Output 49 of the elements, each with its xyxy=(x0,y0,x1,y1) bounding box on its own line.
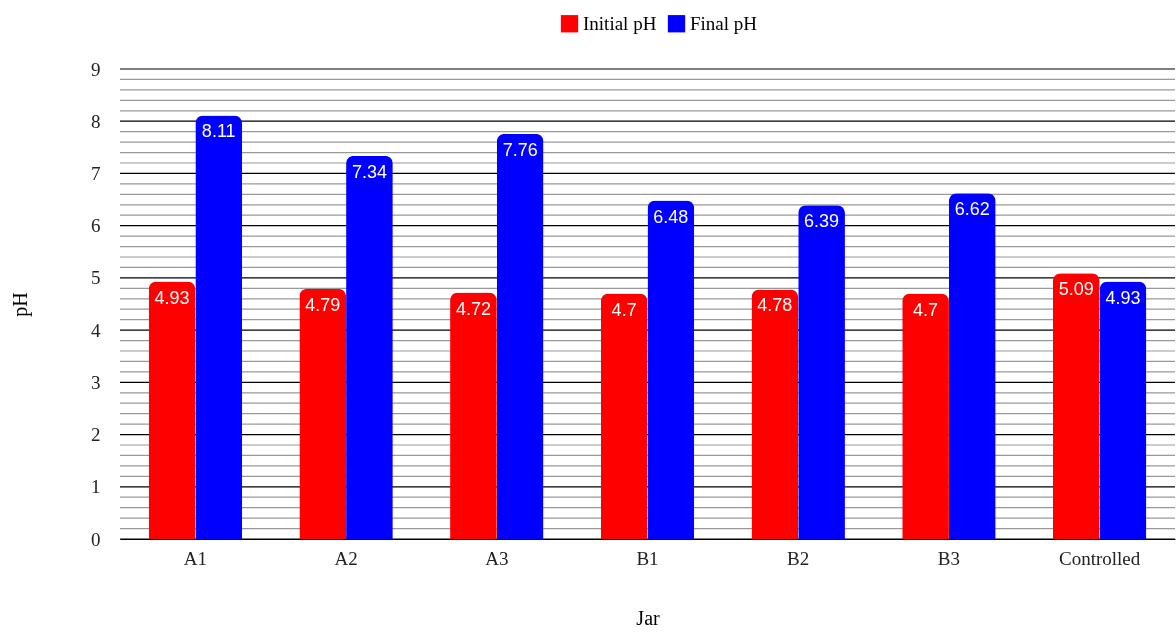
y-tick-label: 2 xyxy=(91,424,101,446)
bar xyxy=(948,193,996,539)
x-tick-label: B1 xyxy=(636,547,659,569)
bar xyxy=(1052,273,1100,539)
x-tick-label: B2 xyxy=(787,547,810,569)
data-label: 4.7 xyxy=(913,299,939,320)
bar xyxy=(299,288,347,539)
y-tick-label: 7 xyxy=(91,162,101,184)
data-label: 4.93 xyxy=(154,287,190,308)
data-label: 7.34 xyxy=(351,161,387,182)
data-label: 4.78 xyxy=(757,295,793,316)
data-label: 8.11 xyxy=(201,121,236,142)
x-tick-label: Controlled xyxy=(1059,547,1141,569)
y-tick-label: 1 xyxy=(91,476,101,498)
bar xyxy=(346,155,393,539)
y-tick-label: 6 xyxy=(91,215,101,237)
data-label: 5.09 xyxy=(1058,279,1094,300)
x-tick-label: B3 xyxy=(937,547,961,569)
data-label: 6.62 xyxy=(954,199,990,220)
bar xyxy=(902,293,949,539)
data-label: 6.39 xyxy=(804,211,840,232)
data-label: 4.72 xyxy=(455,298,491,319)
y-tick-label: 3 xyxy=(91,371,101,393)
bar xyxy=(496,133,544,539)
x-tick-label: A1 xyxy=(183,547,207,569)
y-tick-label: 9 xyxy=(91,58,101,80)
bar xyxy=(798,205,845,539)
bar xyxy=(1099,281,1147,539)
data-label: 6.48 xyxy=(653,206,689,227)
x-tick-label: A3 xyxy=(485,547,509,569)
data-label: 4.93 xyxy=(1105,287,1141,308)
data-label: 4.7 xyxy=(611,299,637,320)
data-label: 7.76 xyxy=(502,139,538,160)
y-axis-title: pH xyxy=(9,292,32,317)
bar xyxy=(647,200,695,539)
bar xyxy=(450,292,497,539)
bar xyxy=(600,293,648,539)
x-tick-label: A2 xyxy=(334,547,358,569)
bar xyxy=(751,289,799,539)
bar xyxy=(195,115,243,539)
x-axis-title: Jar xyxy=(636,606,660,629)
y-tick-label: 5 xyxy=(91,267,101,289)
bar xyxy=(148,281,196,539)
legend-label: Final pH xyxy=(690,12,758,34)
data-label: 4.79 xyxy=(305,294,341,315)
y-tick-label: 8 xyxy=(91,110,101,132)
y-tick-label: 4 xyxy=(91,319,101,341)
legend-label: Initial pH xyxy=(583,12,657,34)
y-tick-label: 0 xyxy=(91,528,101,550)
